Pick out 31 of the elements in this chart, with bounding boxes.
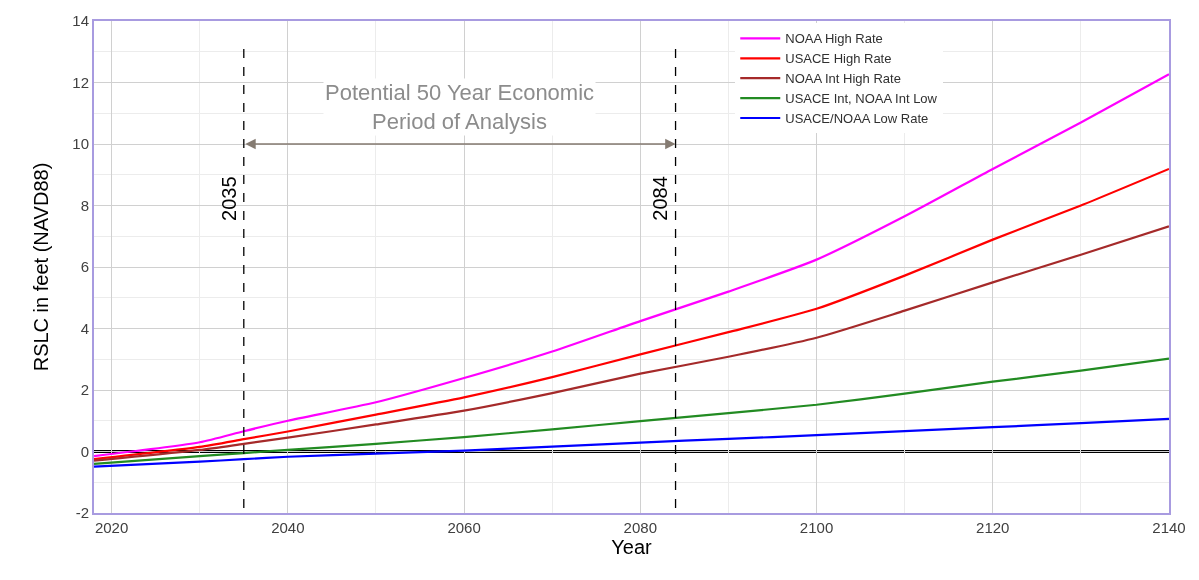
y-tick-label: 0 xyxy=(80,442,89,460)
y-tick-label: -2 xyxy=(75,504,89,522)
y-tick-label: 12 xyxy=(72,73,89,91)
line-series xyxy=(94,73,1169,458)
y-tick-label: 8 xyxy=(80,196,89,214)
y-axis-title: RSLC in feet (NAVD88) xyxy=(30,162,53,372)
line-series xyxy=(94,357,1169,465)
y-tick-label: 2 xyxy=(80,381,89,399)
y-tick-label: 14 xyxy=(72,12,89,30)
legend-label: NOAA Int High Rate xyxy=(785,71,901,87)
y-tick-label: 10 xyxy=(72,135,89,153)
legend-label: USACE/NOAA Low Rate xyxy=(785,111,929,127)
legend-label: NOAA High Rate xyxy=(785,31,883,47)
line-series xyxy=(94,225,1169,462)
x-tick-label: 2140 xyxy=(1152,519,1186,536)
annotation: Potential 50 Year Economic Period of Analysis xyxy=(325,80,595,134)
ref-line-label: 2084 xyxy=(649,176,672,221)
x-tick-label: 2040 xyxy=(271,519,305,536)
y-tick-label: 6 xyxy=(80,258,89,276)
x-tick-label: 2100 xyxy=(799,519,834,536)
line-series xyxy=(94,417,1169,468)
y-tick-label: 4 xyxy=(80,319,89,337)
x-tick-label: 2080 xyxy=(623,519,657,536)
x-tick-label: 2060 xyxy=(447,519,481,536)
line-series xyxy=(94,167,1169,461)
x-tick-label: 2020 xyxy=(94,519,129,536)
x-tick-label: 2120 xyxy=(976,519,1010,536)
ref-line-label: 2035 xyxy=(217,176,240,221)
legend-label: USACE High Rate xyxy=(785,51,892,67)
x-axis-title: Year xyxy=(611,536,653,558)
legend-label: USACE Int, NOAA Int Low xyxy=(785,91,938,107)
